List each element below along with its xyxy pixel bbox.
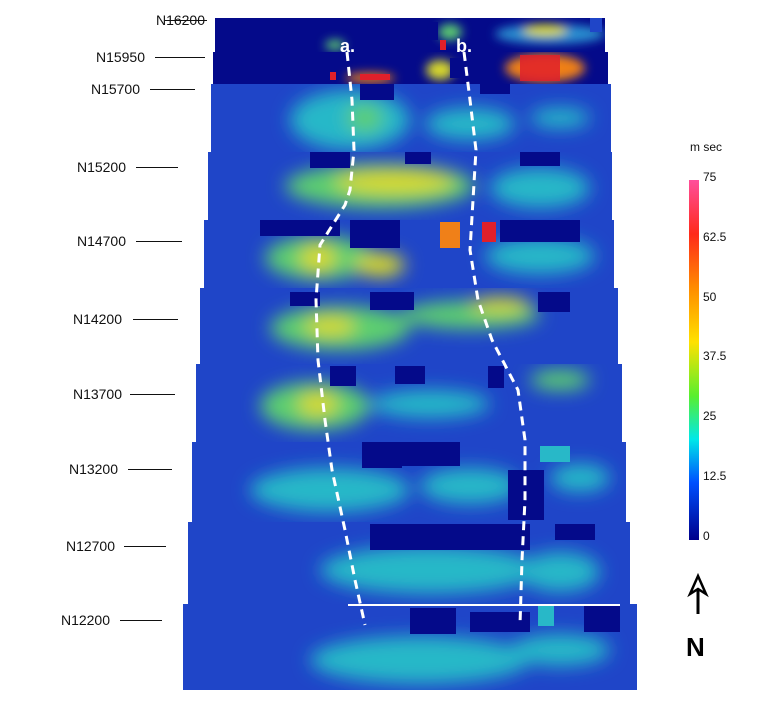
- trace-a-label: a.: [340, 36, 355, 56]
- northing-label-n13700: N13700: [72, 386, 122, 402]
- northing-label-n13200: N13200: [68, 461, 118, 477]
- section-n14200: [200, 288, 618, 366]
- colorbar-tick: 25: [703, 409, 717, 423]
- section-n13200: [192, 442, 626, 526]
- colorbar-tick: 75: [703, 170, 717, 184]
- northing-tick: [165, 20, 207, 21]
- trace-a-line: [314, 51, 367, 626]
- northing-tick: [128, 469, 172, 470]
- colorbar-tick: 50: [703, 290, 717, 304]
- northing-label-n14700: N14700: [76, 233, 126, 249]
- northing-label-n14200: N14200: [72, 311, 122, 327]
- trace-b-label: b.: [456, 36, 472, 56]
- colorbar-unit: m sec: [690, 140, 723, 154]
- northing-tick: [124, 546, 166, 547]
- northing-tick: [133, 319, 178, 320]
- northing-label-n12200: N12200: [60, 612, 110, 628]
- colorbar-tick: 12.5: [703, 469, 727, 483]
- colorbar-tick: 0: [703, 529, 710, 543]
- northing-label-n15700: N15700: [90, 81, 140, 97]
- section-n15700: [211, 84, 611, 154]
- colorbar-tick: 37.5: [703, 349, 727, 363]
- colorbar: [689, 180, 699, 540]
- northing-label-n15950: N15950: [95, 49, 145, 65]
- northing-tick: [150, 89, 195, 90]
- section-n14700: [204, 220, 614, 290]
- northing-label-n15200: N15200: [76, 159, 126, 175]
- section-n13700: [196, 364, 622, 444]
- north-label: N: [686, 632, 705, 662]
- section-n16200: [215, 18, 605, 52]
- north-arrow-icon: [687, 572, 709, 614]
- section-n15200: [208, 152, 612, 224]
- northing-tick: [130, 394, 175, 395]
- northing-tick: [136, 241, 182, 242]
- section-n15950: [213, 52, 608, 84]
- trace-b-line: [462, 51, 527, 626]
- section-n12200: [183, 604, 637, 690]
- northing-tick: [136, 167, 178, 168]
- northing-label-n12700: N12700: [65, 538, 115, 554]
- section-n12700: [188, 522, 630, 606]
- northing-tick: [120, 620, 162, 621]
- colorbar-tick: 62.5: [703, 230, 727, 244]
- northing-tick: [155, 57, 205, 58]
